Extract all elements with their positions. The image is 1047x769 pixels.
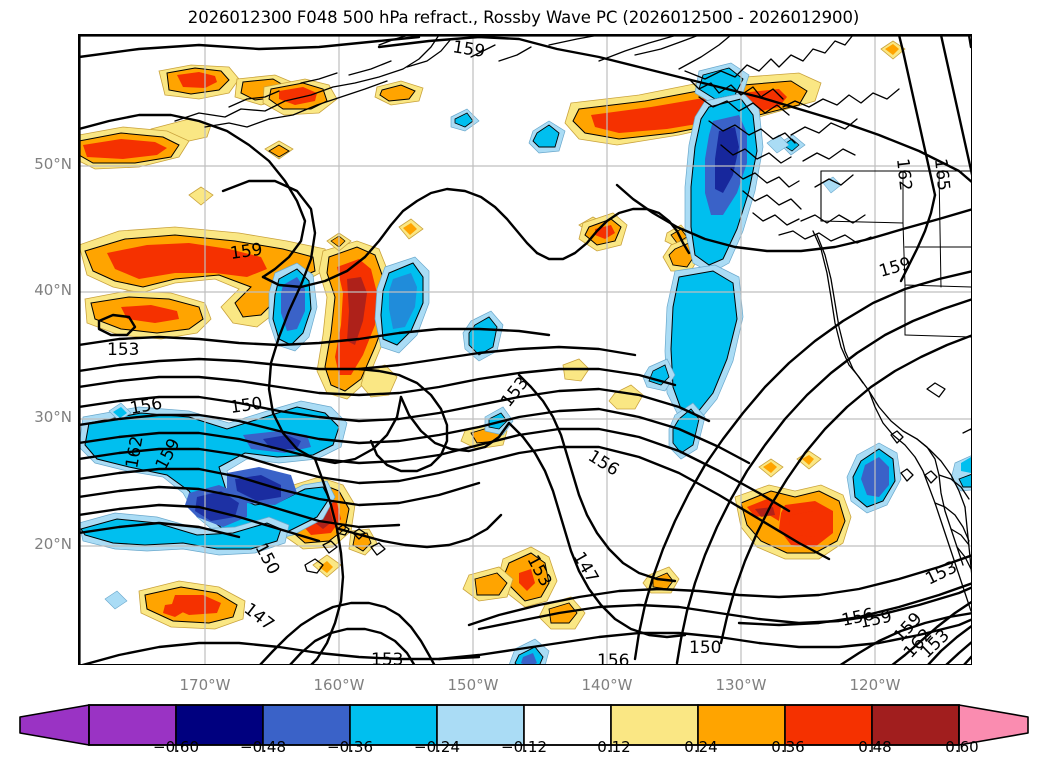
x-tick-label-120w: 120°W bbox=[849, 676, 901, 694]
map-gridlines bbox=[79, 35, 971, 664]
colorbar-tick-5: 0.12 bbox=[597, 738, 631, 756]
svg-text:150: 150 bbox=[229, 394, 264, 418]
colorbar-tick-4: −0.12 bbox=[501, 738, 547, 756]
colorbar-tick-1: −0.48 bbox=[240, 738, 286, 756]
colorbar-tick-2: −0.36 bbox=[327, 738, 373, 756]
anomaly-positive-misc bbox=[326, 40, 906, 630]
svg-text:153: 153 bbox=[107, 340, 139, 360]
colorbar-ticks bbox=[175, 745, 960, 752]
y-tick-label-50n: 50°N bbox=[34, 155, 72, 173]
svg-text:156: 156 bbox=[597, 651, 629, 665]
x-tick-label-160w: 160°W bbox=[313, 676, 365, 694]
colorbar-tick-7: 0.36 bbox=[771, 738, 805, 756]
svg-text:162: 162 bbox=[892, 157, 915, 191]
anomaly-positive-baja bbox=[734, 458, 852, 560]
y-tick-label-20n: 20°N bbox=[34, 535, 72, 553]
map-coastlines bbox=[174, 35, 971, 612]
anomaly-positive-tropical-170w bbox=[138, 580, 246, 630]
anomaly-positive-north-pacific-35n bbox=[316, 240, 398, 400]
y-tick-label-30n: 30°N bbox=[34, 408, 72, 426]
svg-text:150: 150 bbox=[689, 638, 721, 658]
anomaly-positive-central-pacific-40n bbox=[79, 140, 608, 340]
colorbar[interactable]: −0.60 −0.48 −0.36 −0.24 −0.12 0.12 0.24 … bbox=[0, 697, 1047, 765]
colorbar-tick-9: 0.60 bbox=[945, 738, 979, 756]
x-tick-label-150w: 150°W bbox=[447, 676, 499, 694]
x-tick-label-140w: 140°W bbox=[581, 676, 633, 694]
colorbar-swatches bbox=[19, 704, 1029, 746]
svg-text:153: 153 bbox=[371, 650, 403, 665]
y-tick-label-40n: 40°N bbox=[34, 281, 72, 299]
height-contours bbox=[79, 35, 971, 664]
colorbar-tick-6: 0.24 bbox=[684, 738, 718, 756]
colorbar-tick-8: 0.48 bbox=[858, 738, 892, 756]
svg-text:159: 159 bbox=[229, 240, 264, 264]
x-tick-label-130w: 130°W bbox=[715, 676, 767, 694]
x-tick-label-170w: 170°W bbox=[179, 676, 231, 694]
colorbar-tick-3: −0.24 bbox=[414, 738, 460, 756]
colorbar-tick-0: −0.60 bbox=[153, 738, 199, 756]
svg-text:165: 165 bbox=[930, 157, 953, 191]
map-plot-area[interactable]: 159 159 153 156 150 162 159 150 147 153 … bbox=[78, 34, 972, 665]
page-title: 2026012300 F048 500 hPa refract., Rossby… bbox=[187, 8, 860, 27]
